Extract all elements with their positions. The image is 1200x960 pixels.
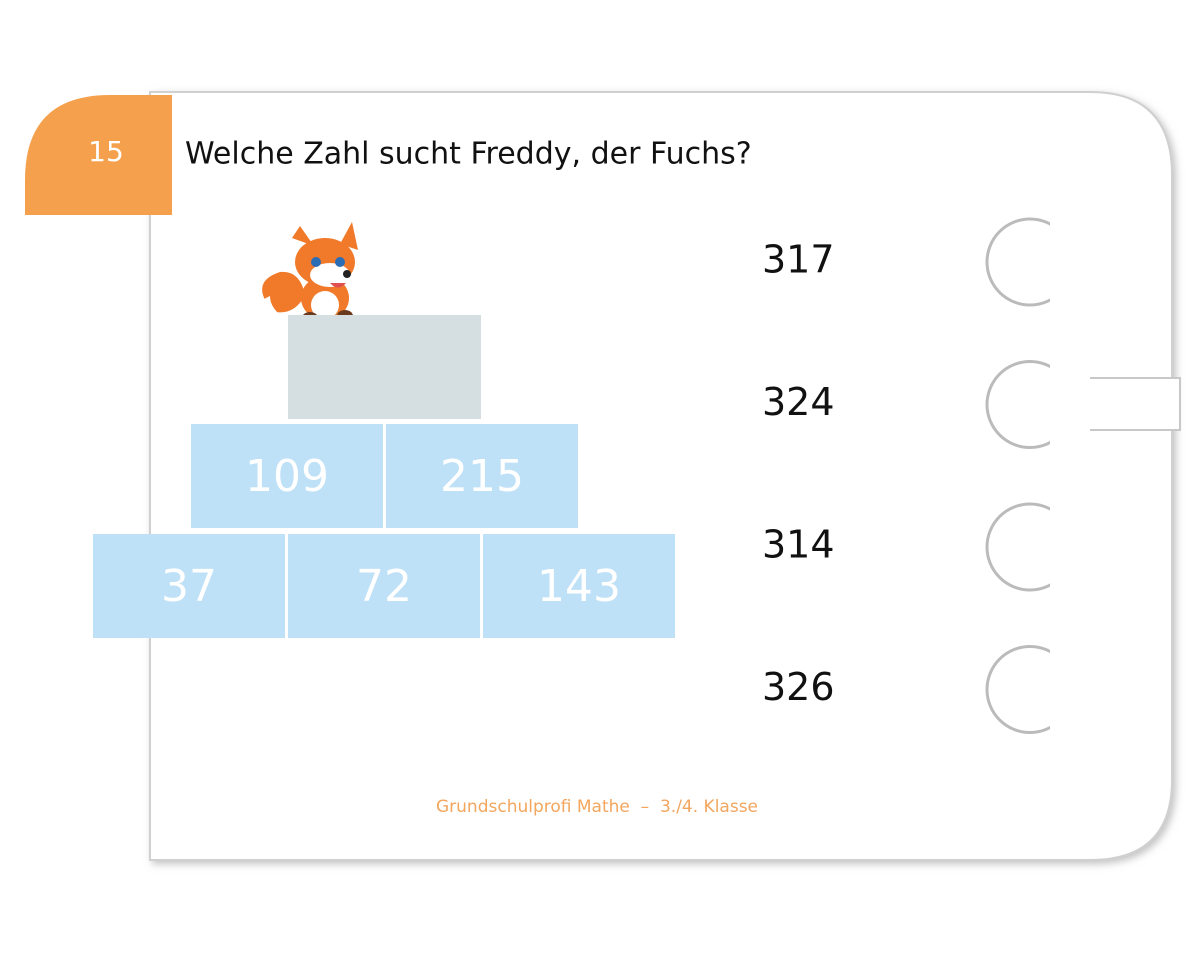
card — [149, 91, 1173, 861]
hole-mask — [1050, 501, 1090, 593]
answer-list: 317 324 314 326 — [762, 216, 1090, 736]
footer: Grundschulprofi Mathe – 3./4. Klasse — [436, 797, 758, 817]
hole-mask — [1050, 216, 1090, 308]
empty-block — [288, 315, 481, 419]
block — [288, 534, 480, 638]
slot — [1070, 377, 1181, 431]
pyramid: 109 215 37 72 143 — [93, 424, 675, 638]
badge — [25, 95, 172, 215]
fox — [262, 222, 358, 324]
block — [386, 424, 578, 528]
block — [93, 534, 285, 638]
block-number: 143 — [537, 561, 621, 612]
answer: 324 — [762, 380, 835, 424]
answer: 317 — [762, 238, 835, 282]
block-number: 37 — [161, 561, 217, 612]
answer: 326 — [762, 665, 835, 709]
answer: 314 — [762, 523, 835, 567]
question: Welche Zahl sucht Freddy, der Fuchs? — [185, 137, 752, 172]
block-number: 72 — [356, 561, 412, 612]
block — [191, 424, 383, 528]
block-number: 215 — [440, 451, 524, 502]
badge-number: 15 — [88, 135, 124, 168]
hole-mask — [1050, 643, 1090, 736]
block-number: 109 — [245, 451, 329, 502]
hole-mask — [1050, 358, 1090, 451]
block — [483, 534, 675, 638]
